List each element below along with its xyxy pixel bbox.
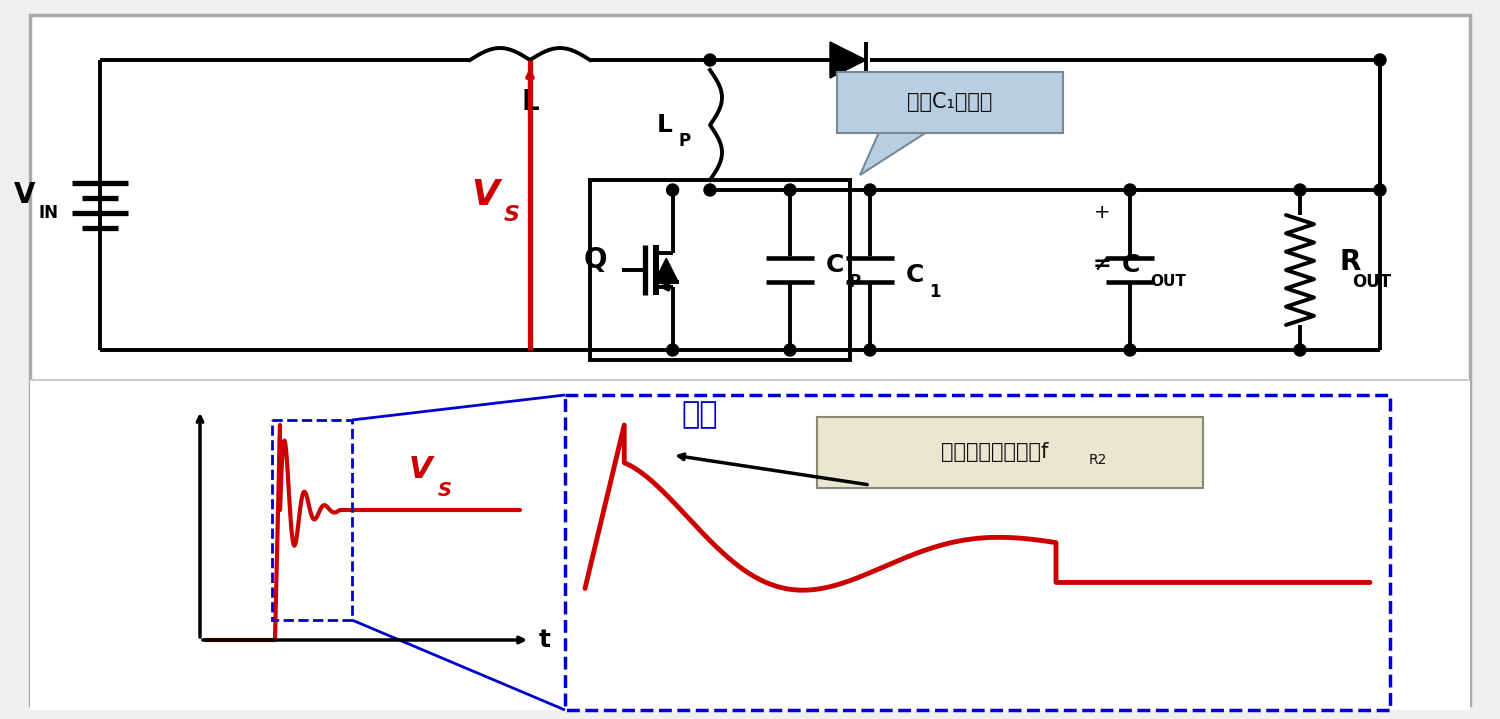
Polygon shape	[859, 130, 930, 175]
Text: D: D	[837, 88, 860, 116]
Circle shape	[704, 184, 716, 196]
Text: V: V	[408, 456, 432, 485]
Polygon shape	[830, 42, 866, 78]
Circle shape	[1374, 184, 1386, 196]
Circle shape	[666, 344, 678, 356]
Text: R: R	[1340, 248, 1360, 276]
Circle shape	[864, 184, 876, 196]
Text: t: t	[538, 628, 550, 652]
Circle shape	[784, 184, 796, 196]
Bar	[590, 180, 850, 360]
Circle shape	[864, 344, 876, 356]
FancyBboxPatch shape	[818, 417, 1203, 488]
Text: OUT: OUT	[1353, 273, 1392, 291]
Circle shape	[1294, 184, 1306, 196]
Text: Q: Q	[584, 246, 606, 274]
FancyBboxPatch shape	[837, 72, 1064, 133]
Circle shape	[1124, 344, 1136, 356]
Text: L: L	[657, 113, 674, 137]
Text: 1: 1	[928, 283, 940, 301]
Text: IN: IN	[38, 204, 58, 222]
Text: 拡大: 拡大	[681, 400, 718, 429]
Text: V: V	[15, 181, 36, 209]
Polygon shape	[654, 258, 678, 282]
Circle shape	[1124, 184, 1136, 196]
Text: +: +	[1094, 203, 1110, 221]
Circle shape	[1294, 344, 1306, 356]
Bar	[30, 380, 1470, 710]
Circle shape	[666, 184, 678, 196]
Text: 容量C₁を追加: 容量C₁を追加	[908, 93, 993, 112]
Text: L: L	[520, 88, 538, 116]
Text: C: C	[827, 253, 844, 277]
Text: リンギング周波数f: リンギング周波数f	[942, 442, 1048, 462]
Circle shape	[784, 344, 796, 356]
Bar	[272, 420, 352, 620]
Bar	[566, 395, 1390, 710]
Text: C: C	[1122, 253, 1140, 277]
Text: ≠: ≠	[1092, 255, 1112, 275]
Text: R2: R2	[1089, 454, 1107, 467]
Text: P: P	[849, 273, 861, 291]
Text: S: S	[438, 480, 452, 500]
Text: C: C	[906, 263, 924, 287]
Text: S: S	[504, 205, 520, 225]
Circle shape	[704, 54, 716, 66]
Circle shape	[1374, 54, 1386, 66]
Text: P: P	[680, 132, 692, 150]
Text: OUT: OUT	[1150, 275, 1186, 290]
Text: V: V	[471, 178, 500, 212]
